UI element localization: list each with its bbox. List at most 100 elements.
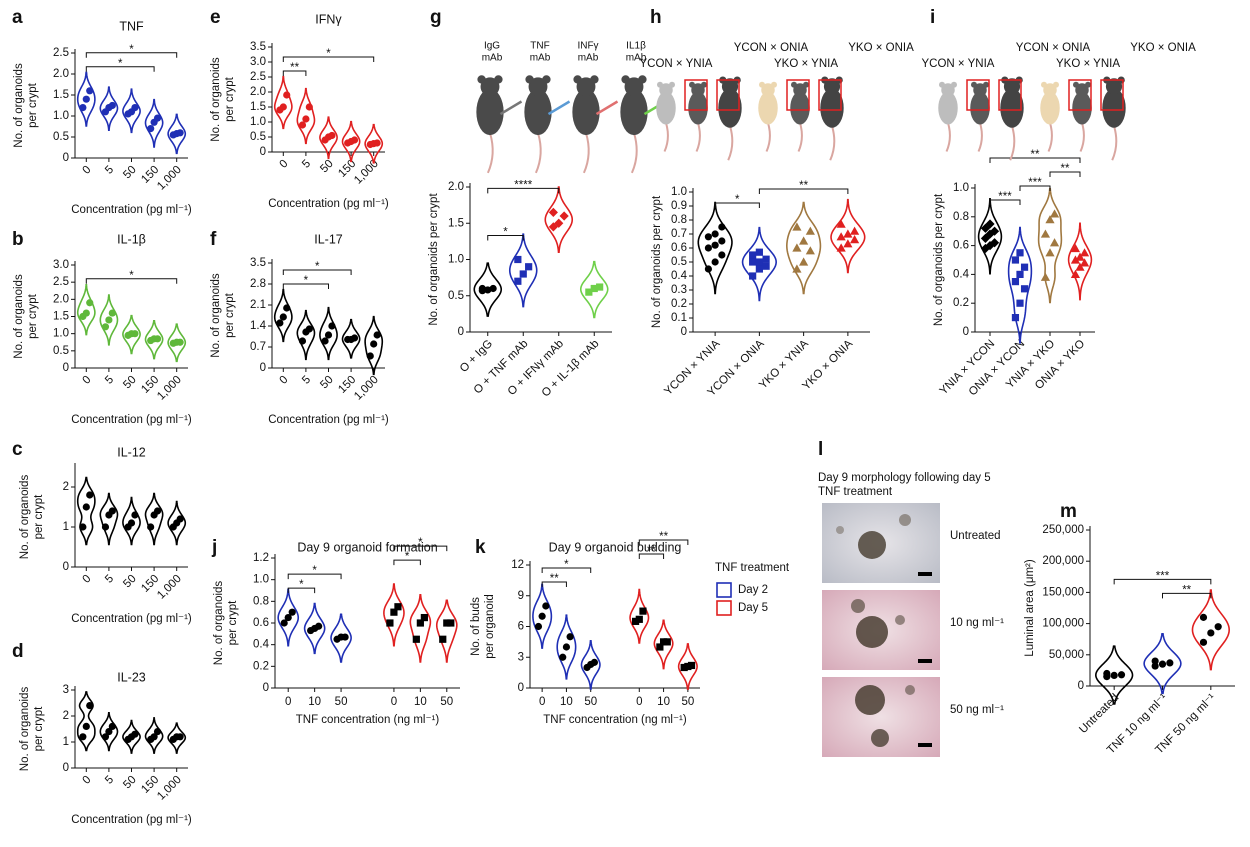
mouse-tail: [945, 122, 951, 152]
mouse-head: [1075, 83, 1089, 97]
significance-label: *: [129, 270, 134, 282]
data-point: [989, 226, 1000, 236]
mouse-label: INFγ: [577, 41, 598, 52]
x-tick-label: 50: [318, 158, 336, 176]
data-point: [1011, 314, 1020, 322]
x-tick-label: 50: [121, 573, 139, 591]
syringe: [499, 100, 523, 116]
x-tick-label: 50: [681, 696, 694, 708]
data-point: [639, 607, 647, 615]
panel-letter: a: [12, 7, 23, 28]
mouse-body: [656, 91, 676, 125]
x-tick-label: Untreated: [1077, 692, 1121, 736]
mouse-ear: [638, 75, 647, 84]
y-tick-label: 0.7: [671, 228, 687, 240]
micrographs: [822, 503, 940, 757]
x-tick-label: 0: [81, 164, 94, 177]
significance-label: *: [315, 261, 320, 273]
data-point: [82, 95, 90, 103]
mouse-label: mAb: [626, 53, 647, 64]
x-tick-label: 10: [560, 696, 573, 708]
mouse-head: [691, 83, 705, 97]
mouse-ear: [1041, 81, 1047, 88]
violin: [341, 318, 361, 359]
mouse-body: [1040, 91, 1060, 125]
x-axis-label: TNF concentration (ng ml⁻¹): [296, 714, 440, 726]
y-axis-label: per organoid: [484, 594, 496, 659]
mouse-body: [970, 91, 990, 125]
data-point: [525, 263, 533, 271]
mouse-ear: [525, 75, 534, 84]
data-point: [1016, 270, 1024, 278]
highlight-box: [1100, 79, 1124, 111]
y-tick-label: 0.9: [671, 200, 687, 212]
data-point: [559, 211, 569, 221]
data-point: [1214, 623, 1222, 631]
violin: [341, 120, 361, 163]
highlight-box: [716, 79, 740, 111]
y-tick-label: 2.5: [53, 276, 69, 288]
mouse-body: [1000, 88, 1024, 128]
data-point: [150, 733, 158, 741]
data-point: [101, 523, 110, 531]
x-tick-label: 0: [636, 696, 642, 708]
mouse-ear: [701, 81, 707, 88]
x-tick-label: 50: [335, 696, 348, 708]
data-point: [108, 309, 116, 317]
violin: [122, 496, 141, 546]
data-point: [792, 264, 802, 273]
violin: [144, 98, 164, 148]
violin: [1067, 222, 1093, 301]
significance-label: *: [405, 551, 410, 563]
data-point: [514, 255, 522, 264]
data-point: [749, 272, 757, 280]
y-tick-label: 3: [518, 651, 524, 663]
data-point: [478, 284, 486, 293]
x-tick-label: 5: [300, 374, 313, 387]
significance-label: *: [735, 194, 740, 206]
data-point: [283, 91, 291, 99]
chart-title: Day 9 organoid formation: [297, 540, 437, 554]
data-point: [559, 653, 567, 661]
data-point: [82, 309, 90, 317]
mouse-head: [1105, 78, 1123, 95]
mouse-ear: [1073, 81, 1079, 88]
significance-label: ***: [1156, 570, 1170, 582]
data-point: [836, 232, 846, 241]
data-point: [105, 316, 113, 324]
violin: [273, 75, 293, 130]
data-point: [279, 313, 287, 321]
data-point: [390, 608, 398, 616]
data-point: [1166, 659, 1174, 667]
mouse-body: [758, 91, 778, 125]
data-point: [298, 337, 307, 345]
data-point: [386, 619, 394, 627]
x-tick-label: 1,000: [155, 164, 184, 193]
panel-letter: h: [650, 7, 662, 28]
mouse-ear: [759, 81, 765, 88]
mouse-tail: [663, 122, 669, 152]
data-point: [1070, 269, 1081, 278]
mouse-ear: [689, 81, 695, 88]
data-point: [1070, 243, 1081, 253]
x-tick-label: 50: [584, 696, 597, 708]
data-point: [350, 136, 359, 144]
significance-label: *: [564, 559, 569, 571]
mouse-label: IL1β: [626, 41, 646, 52]
data-point: [850, 226, 860, 235]
mouse-ear: [542, 75, 551, 84]
mouse-body: [718, 88, 742, 128]
y-axis-label: No. of organoids: [19, 475, 31, 560]
violin: [296, 87, 316, 145]
mouse-body: [790, 91, 810, 125]
data-point: [704, 244, 712, 252]
mouse-label: YKO × YNIA: [774, 58, 838, 70]
significance-bracket: [989, 199, 1021, 205]
y-axis-label: No. of organoids: [19, 687, 31, 772]
y-tick-label: 0: [63, 762, 69, 774]
y-tick-label: 3.5: [250, 257, 266, 269]
violin: [144, 492, 164, 546]
mouse-head: [528, 77, 548, 97]
data-point: [1079, 258, 1090, 267]
data-point: [538, 612, 546, 620]
